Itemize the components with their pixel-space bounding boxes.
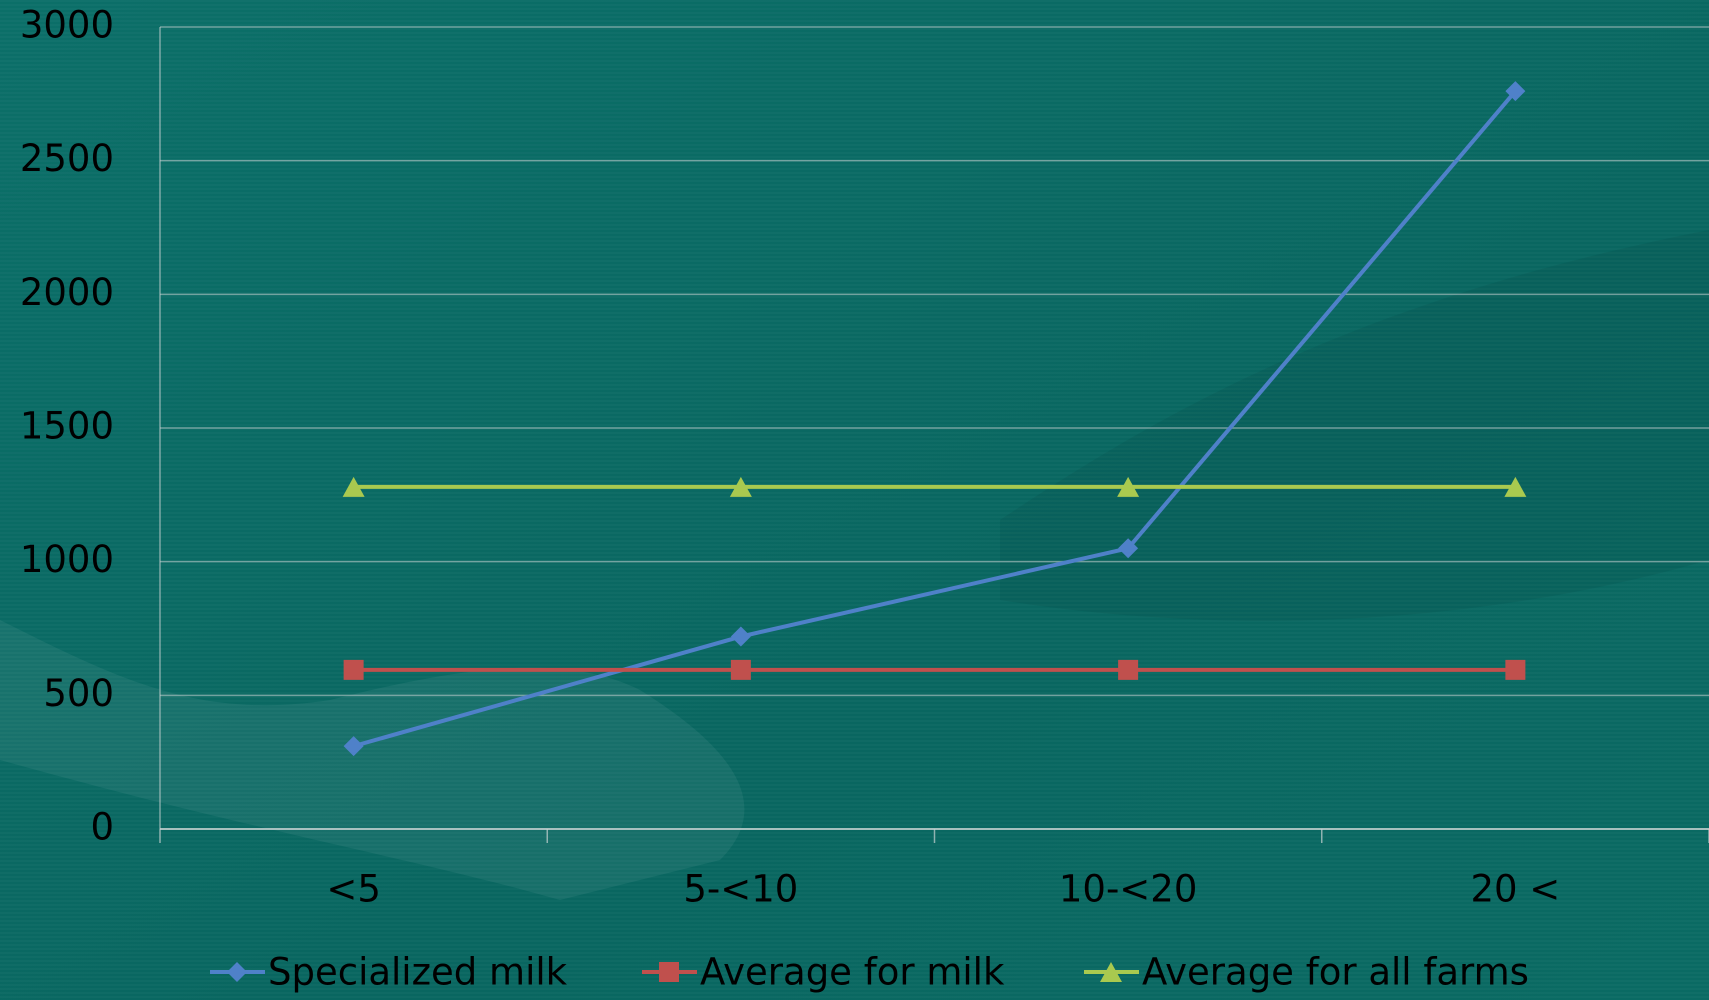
legend-label: Specialized milk [268,951,568,994]
legend-marker [659,962,679,982]
y-tick-label: 3000 [20,4,114,47]
x-tick-label: <5 [326,868,381,911]
y-tick-label: 2500 [20,137,114,180]
legend-marker [227,962,247,982]
y-tick-label: 2000 [20,271,114,314]
data-point [1118,538,1139,559]
data-point [342,476,365,497]
data-point [730,626,751,647]
legend-label: Average for milk [700,951,1005,994]
legend-marker [1100,962,1122,982]
y-tick-label: 1500 [20,405,114,448]
data-point [1117,476,1140,497]
data-point [730,659,751,680]
x-tick-label: 20 < [1470,868,1560,911]
legend-label: Average for all farms [1142,951,1529,994]
data-point [1504,476,1527,497]
data-point [1505,81,1526,102]
data-point [343,659,364,680]
background-decoration [1000,230,1709,621]
data-point [729,476,752,497]
data-point [1505,659,1526,680]
x-tick-label: 10-<20 [1059,868,1198,911]
data-point [343,736,364,757]
y-tick-label: 500 [43,672,114,715]
x-tick-label: 5-<10 [683,868,798,911]
y-tick-label: 0 [90,806,114,849]
series-line [353,89,1517,749]
data-point [1118,659,1139,680]
y-tick-label: 1000 [20,538,114,581]
